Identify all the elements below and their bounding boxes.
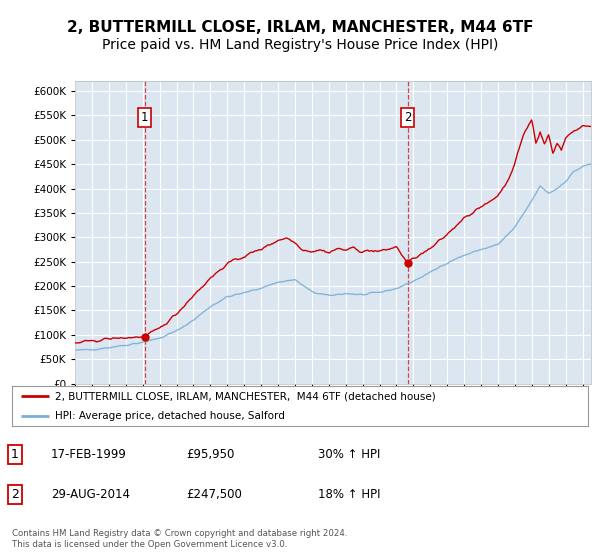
Text: 1: 1 <box>141 111 149 124</box>
Text: 29-AUG-2014: 29-AUG-2014 <box>51 488 130 501</box>
Text: Price paid vs. HM Land Registry's House Price Index (HPI): Price paid vs. HM Land Registry's House … <box>102 38 498 52</box>
Text: 2: 2 <box>11 488 19 501</box>
Text: 1: 1 <box>11 448 19 461</box>
Text: £247,500: £247,500 <box>186 488 242 501</box>
Text: Contains HM Land Registry data © Crown copyright and database right 2024.
This d: Contains HM Land Registry data © Crown c… <box>12 529 347 549</box>
Text: 18% ↑ HPI: 18% ↑ HPI <box>318 488 380 501</box>
Text: 17-FEB-1999: 17-FEB-1999 <box>51 448 127 461</box>
Text: HPI: Average price, detached house, Salford: HPI: Average price, detached house, Salf… <box>55 411 285 421</box>
Text: 2, BUTTERMILL CLOSE, IRLAM, MANCHESTER,  M44 6TF (detached house): 2, BUTTERMILL CLOSE, IRLAM, MANCHESTER, … <box>55 391 436 401</box>
Text: 2, BUTTERMILL CLOSE, IRLAM, MANCHESTER, M44 6TF: 2, BUTTERMILL CLOSE, IRLAM, MANCHESTER, … <box>67 21 533 35</box>
Text: 30% ↑ HPI: 30% ↑ HPI <box>318 448 380 461</box>
Text: £95,950: £95,950 <box>186 448 235 461</box>
Text: 2: 2 <box>404 111 412 124</box>
